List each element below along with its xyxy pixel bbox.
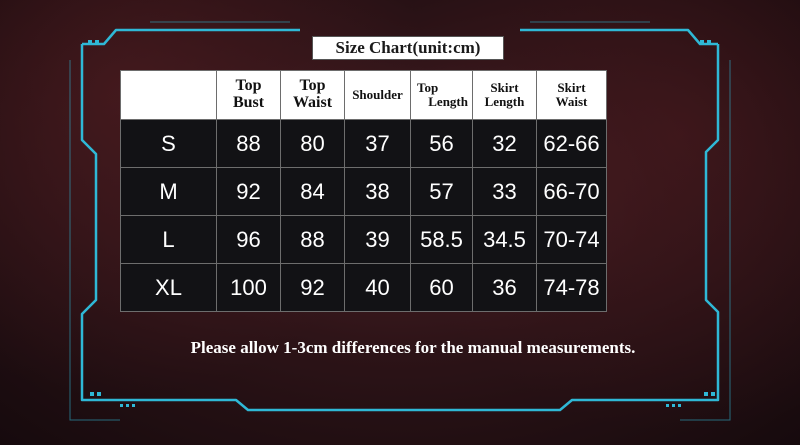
frame-left: [80, 44, 104, 402]
table-row: XL 100 92 40 60 36 74-78: [120, 263, 607, 312]
table-cell: 66-70: [536, 167, 607, 216]
table-cell: 92: [216, 167, 281, 216]
table-cell: 62-66: [536, 119, 607, 168]
table-cell: 33: [472, 167, 537, 216]
table-cell: 56: [410, 119, 473, 168]
measurement-note: Please allow 1-3cm differences for the m…: [190, 338, 636, 357]
header-corner: [120, 70, 217, 120]
table-cell: 88: [216, 119, 281, 168]
table-cell: 37: [344, 119, 411, 168]
frame-top-right: [520, 28, 718, 46]
size-label: M: [120, 167, 217, 216]
header-top-length: Top Length: [410, 70, 473, 120]
table-row: M 92 84 38 57 33 66-70: [120, 167, 607, 216]
size-table: Top Bust Top Waist Shoulder Top Length Ski…: [120, 70, 607, 312]
frame-right: [700, 44, 720, 402]
size-label: XL: [120, 263, 217, 312]
table-cell: 74-78: [536, 263, 607, 312]
table-cell: 57: [410, 167, 473, 216]
table-cell: 100: [216, 263, 281, 312]
header-top-bust: Top Bust: [216, 70, 281, 120]
chart-title: Size Chart(unit:cm): [312, 36, 504, 60]
table-cell: 34.5: [472, 215, 537, 264]
header-top-waist: Top Waist: [280, 70, 345, 120]
table-cell: 60: [410, 263, 473, 312]
table-cell: 80: [280, 119, 345, 168]
table-cell: 39: [344, 215, 411, 264]
frame-top-left: [82, 28, 300, 46]
table-cell: 58.5: [410, 215, 473, 264]
table-cell: 32: [472, 119, 537, 168]
size-label: L: [120, 215, 217, 264]
table-row: L 96 88 39 58.5 34.5 70-74: [120, 215, 607, 264]
header-shoulder: Shoulder: [344, 70, 411, 120]
table-cell: 40: [344, 263, 411, 312]
table-cell: 88: [280, 215, 345, 264]
table-cell: 36: [472, 263, 537, 312]
header-skirt-length: Skirt Length: [472, 70, 537, 120]
header-skirt-waist: Skirt Waist: [536, 70, 607, 120]
table-cell: 84: [280, 167, 345, 216]
size-label: S: [120, 119, 217, 168]
frame-bottom: [104, 398, 700, 412]
table-row: S 88 80 37 56 32 62-66: [120, 119, 607, 168]
table-cell: 92: [280, 263, 345, 312]
table-cell: 96: [216, 215, 281, 264]
table-cell: 38: [344, 167, 411, 216]
table-cell: 70-74: [536, 215, 607, 264]
header-row: Top Bust Top Waist Shoulder Top Length Ski…: [120, 70, 607, 120]
